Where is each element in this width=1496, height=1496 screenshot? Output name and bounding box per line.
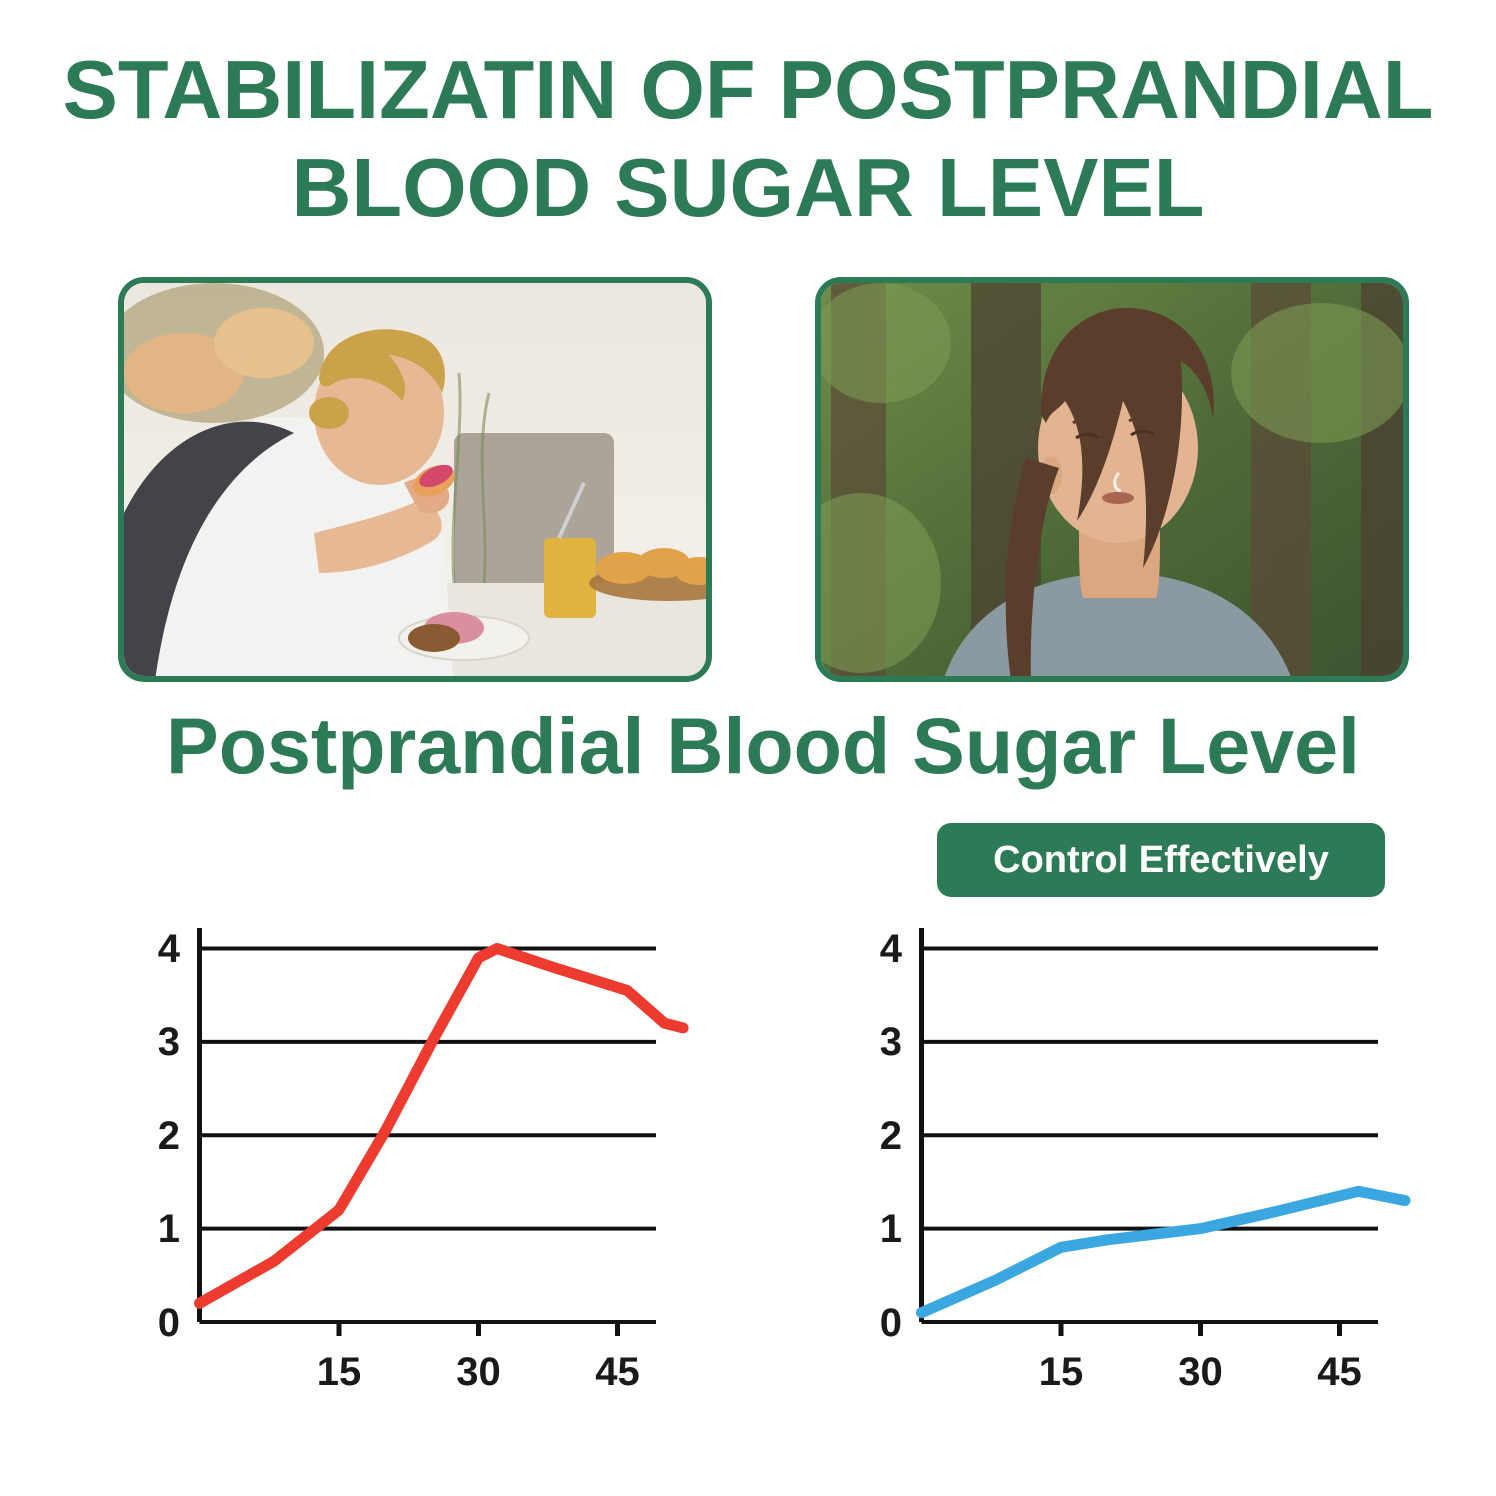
svg-text:45: 45: [1317, 1350, 1362, 1394]
svg-text:15: 15: [1039, 1350, 1084, 1394]
svg-text:3: 3: [880, 1020, 902, 1064]
svg-text:2: 2: [158, 1114, 180, 1158]
svg-text:30: 30: [1178, 1350, 1223, 1394]
svg-text:1: 1: [880, 1207, 902, 1251]
svg-text:45: 45: [595, 1350, 640, 1394]
svg-text:30: 30: [456, 1350, 501, 1394]
svg-text:2: 2: [880, 1114, 902, 1158]
svg-text:4: 4: [880, 927, 903, 971]
svg-text:15: 15: [317, 1350, 362, 1394]
svg-text:3: 3: [158, 1020, 180, 1064]
svg-text:0: 0: [158, 1301, 180, 1345]
svg-text:1: 1: [158, 1207, 180, 1251]
svg-text:4: 4: [158, 927, 181, 971]
svg-text:0: 0: [880, 1301, 902, 1345]
